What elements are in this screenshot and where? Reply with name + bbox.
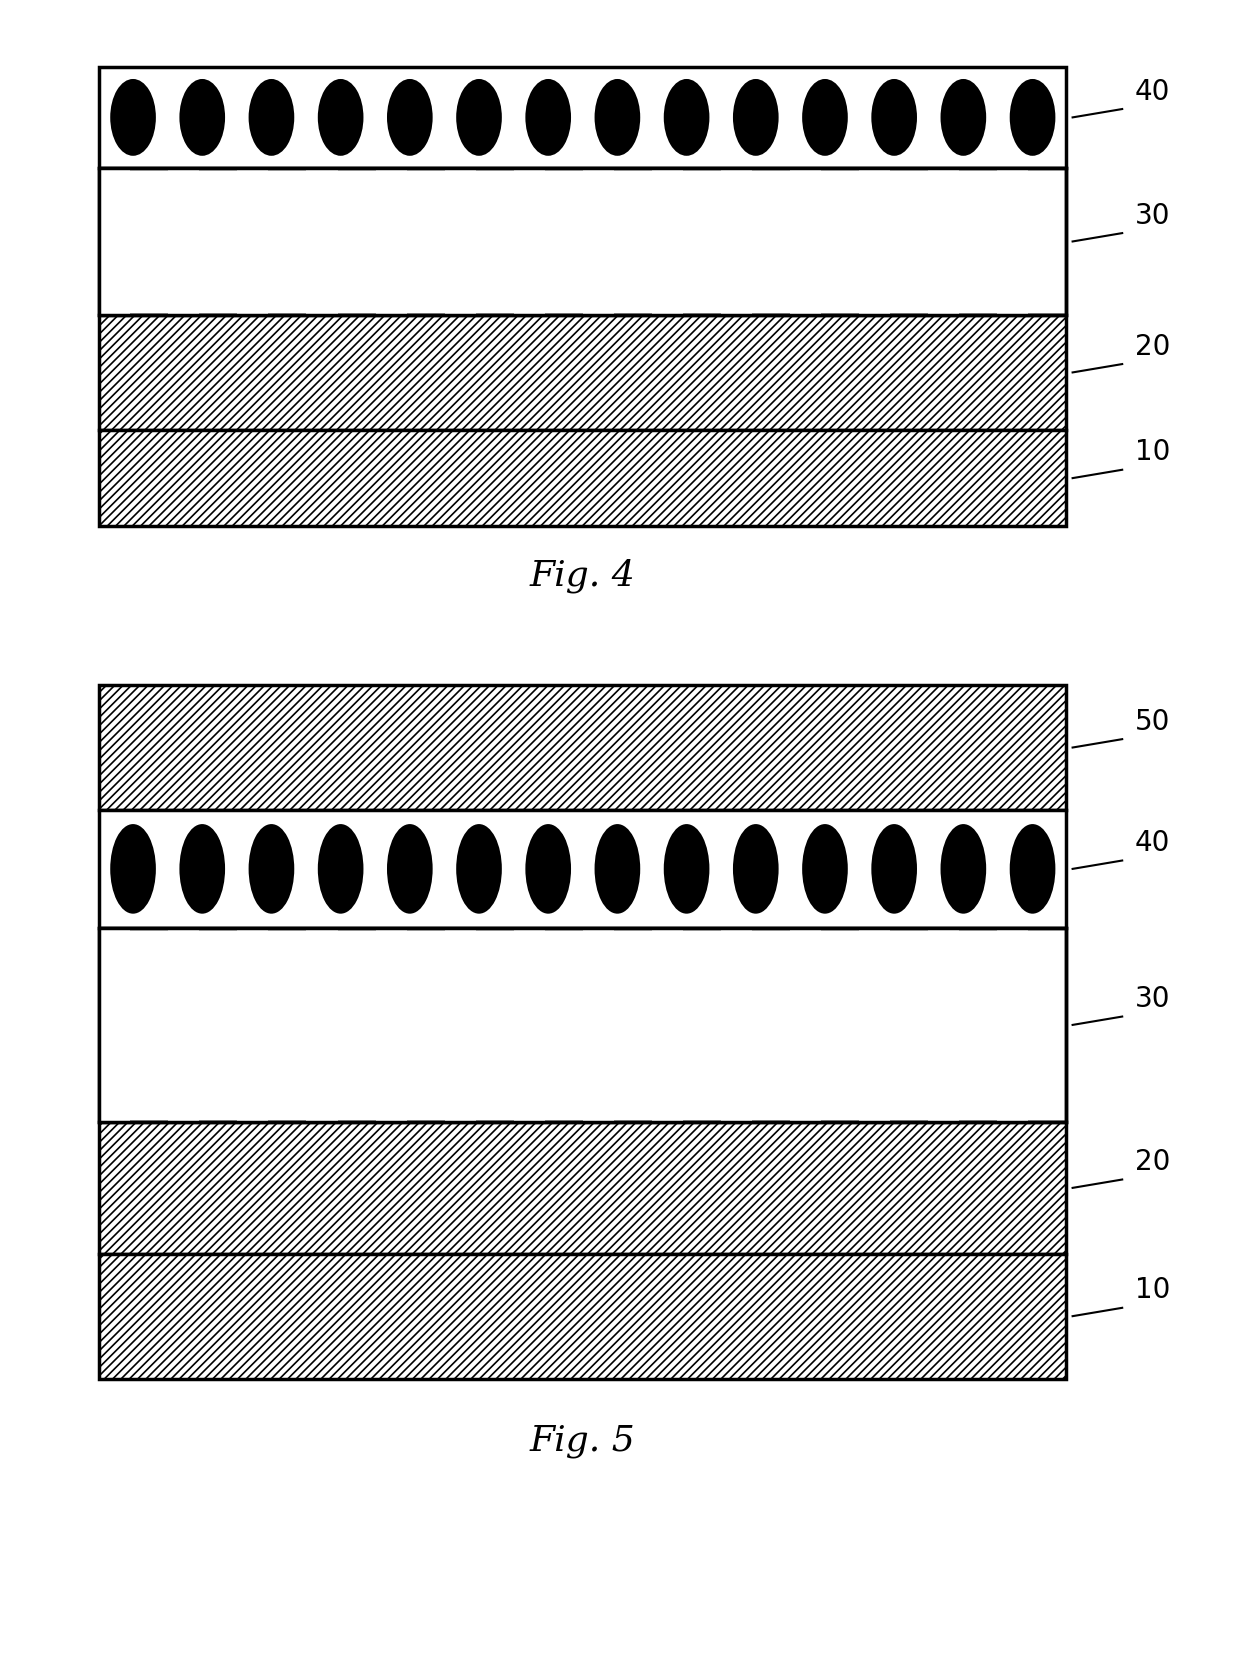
Ellipse shape	[733, 824, 779, 914]
Bar	[169, 169, 200, 314]
Bar	[237, 169, 269, 314]
Ellipse shape	[733, 79, 779, 155]
Bar	[99, 927, 1066, 1121]
Ellipse shape	[317, 824, 363, 914]
Bar	[306, 169, 337, 314]
Bar	[652, 927, 683, 1121]
Ellipse shape	[872, 79, 918, 155]
Bar	[99, 927, 130, 1121]
Bar	[652, 169, 683, 314]
Bar	[99, 67, 1066, 169]
Ellipse shape	[594, 824, 640, 914]
Bar	[99, 810, 1066, 927]
Bar	[445, 927, 476, 1121]
Text: Fig. 5: Fig. 5	[529, 1424, 636, 1457]
Ellipse shape	[663, 824, 709, 914]
Text: 20: 20	[1135, 1148, 1171, 1176]
Text: 40: 40	[1135, 829, 1171, 857]
Ellipse shape	[387, 824, 433, 914]
Ellipse shape	[1009, 79, 1055, 155]
Bar	[169, 927, 200, 1121]
Bar	[859, 927, 890, 1121]
Bar	[859, 169, 890, 314]
Ellipse shape	[802, 79, 848, 155]
Bar	[99, 169, 1066, 314]
Bar	[237, 927, 269, 1121]
Ellipse shape	[940, 79, 986, 155]
Bar	[376, 169, 407, 314]
Ellipse shape	[594, 79, 640, 155]
Ellipse shape	[1009, 824, 1055, 914]
Text: Fig. 4: Fig. 4	[529, 558, 636, 593]
Ellipse shape	[526, 824, 572, 914]
Ellipse shape	[872, 824, 918, 914]
Bar	[99, 1121, 1066, 1253]
Bar	[513, 927, 544, 1121]
Bar	[99, 314, 1066, 429]
Ellipse shape	[110, 824, 156, 914]
Bar	[99, 927, 115, 1121]
Text: 30: 30	[1135, 986, 1171, 1013]
Bar	[99, 169, 115, 314]
Bar	[376, 927, 407, 1121]
Ellipse shape	[940, 824, 986, 914]
Ellipse shape	[110, 79, 156, 155]
Ellipse shape	[180, 824, 226, 914]
Bar	[99, 927, 1066, 1121]
Text: 30: 30	[1135, 202, 1171, 231]
Ellipse shape	[663, 79, 709, 155]
Bar	[99, 685, 1066, 810]
Text: 10: 10	[1135, 438, 1171, 466]
Bar	[99, 429, 1066, 526]
Bar	[306, 927, 337, 1121]
Bar	[790, 927, 821, 1121]
Bar	[513, 169, 544, 314]
Bar	[445, 169, 476, 314]
Ellipse shape	[387, 79, 433, 155]
Bar	[99, 314, 1066, 429]
Ellipse shape	[248, 79, 294, 155]
Bar	[583, 169, 614, 314]
Bar	[929, 927, 960, 1121]
Bar	[99, 169, 130, 314]
Bar	[99, 1121, 1066, 1253]
Bar	[99, 169, 1066, 314]
Ellipse shape	[526, 79, 572, 155]
Bar	[99, 1253, 1066, 1379]
Text: 50: 50	[1135, 709, 1171, 735]
Bar	[997, 169, 1028, 314]
Ellipse shape	[180, 79, 226, 155]
Text: 40: 40	[1135, 77, 1171, 105]
Bar	[720, 169, 751, 314]
Ellipse shape	[456, 79, 502, 155]
Ellipse shape	[248, 824, 294, 914]
Bar	[720, 927, 751, 1121]
Text: 10: 10	[1135, 1277, 1171, 1305]
Ellipse shape	[456, 824, 502, 914]
Ellipse shape	[317, 79, 363, 155]
Text: 20: 20	[1135, 333, 1171, 361]
Ellipse shape	[802, 824, 848, 914]
Bar	[790, 169, 821, 314]
Bar	[583, 927, 614, 1121]
Bar	[997, 927, 1028, 1121]
Bar	[929, 169, 960, 314]
